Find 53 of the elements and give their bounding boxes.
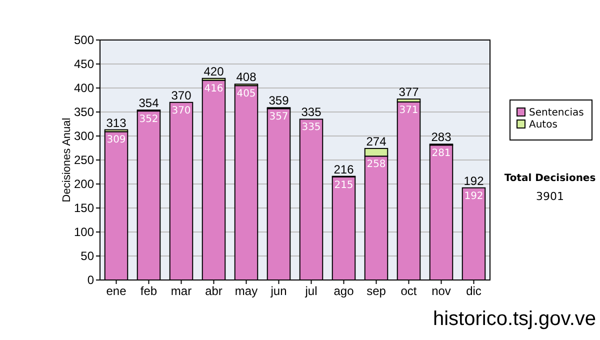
text: Total Decisiones — [504, 173, 596, 184]
x-tick-label: feb — [140, 284, 158, 298]
data-label: 258 — [366, 159, 386, 170]
y-tick-label: 300 — [74, 129, 94, 144]
data-label: 370 — [172, 105, 191, 116]
total-label: 335 — [301, 105, 322, 120]
x-tick-label: jun — [270, 284, 287, 298]
y-tick-label: 150 — [74, 201, 94, 216]
text: 3901 — [536, 190, 564, 203]
x-tick-label: may — [234, 284, 258, 298]
total-label: 216 — [334, 162, 354, 176]
x-tick-label: sep — [366, 284, 386, 298]
x-tick-label: ene — [106, 284, 127, 298]
y-tick-label: 250 — [74, 153, 94, 168]
y-tick-label: 0 — [87, 273, 94, 288]
total-label: 192 — [464, 174, 484, 188]
total-label: 377 — [398, 85, 420, 100]
y-tick-label: 350 — [74, 105, 94, 120]
total-label: 313 — [106, 116, 127, 130]
data-label: 405 — [236, 88, 256, 100]
total-label: 420 — [204, 64, 224, 78]
y-tick-label: 200 — [74, 177, 94, 192]
data-label: 371 — [399, 104, 418, 116]
y-tick-label: 450 — [74, 57, 94, 72]
text: historico.tsj.gov.ve — [432, 308, 596, 330]
y-tick-label: 50 — [80, 249, 94, 264]
x-tick-label: dic — [466, 284, 482, 298]
data-label: 215 — [334, 180, 354, 191]
total-label: 359 — [268, 94, 290, 108]
legend-label: Sentencias — [529, 108, 584, 118]
data-label: 309 — [106, 134, 126, 146]
legend-label: Autos — [529, 120, 558, 130]
total-label: 274 — [366, 134, 387, 148]
data-label: 335 — [302, 122, 321, 134]
y-axis-title: Decisiones Anual — [61, 118, 73, 202]
x-tick-label: abr — [205, 284, 222, 298]
data-label: 352 — [139, 114, 158, 126]
total-label: 370 — [171, 88, 192, 102]
total-label: 354 — [138, 96, 160, 110]
x-tick-label: mar — [170, 284, 192, 298]
data-label: 416 — [204, 83, 224, 94]
x-tick-label: jul — [304, 284, 318, 298]
data-label: 281 — [432, 148, 451, 160]
y-tick-label: 100 — [74, 225, 94, 240]
total-label: 283 — [431, 130, 452, 144]
x-tick-label: nov — [432, 284, 451, 298]
y-tick-label: 400 — [74, 81, 94, 96]
data-label: 357 — [269, 112, 288, 123]
y-tick-label: 500 — [74, 33, 94, 48]
x-tick-label: oct — [400, 284, 418, 298]
data-label: 192 — [464, 190, 484, 202]
total-label: 408 — [236, 70, 257, 84]
x-tick-label: ago — [334, 284, 354, 298]
